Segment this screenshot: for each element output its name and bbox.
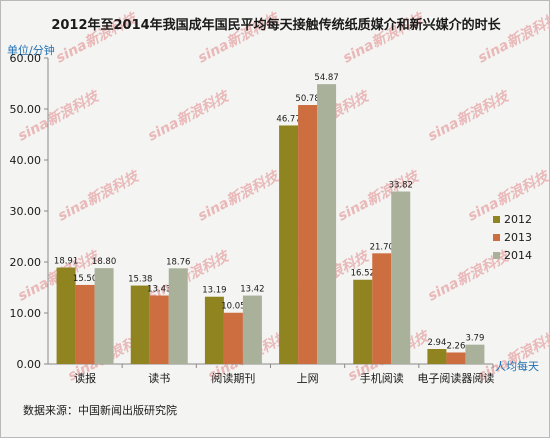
bar (298, 105, 318, 364)
legend-label: 2013 (504, 231, 532, 244)
bar (149, 295, 169, 364)
data-label: 2.94 (427, 338, 446, 348)
data-label: 13.42 (240, 285, 264, 295)
data-label: 50.78 (295, 94, 319, 104)
bar (317, 84, 337, 365)
data-label: 46.77 (276, 114, 300, 124)
bar (223, 312, 243, 364)
watermark-text: sina新浪科技 (195, 167, 283, 225)
bar (427, 349, 447, 364)
data-label: 54.87 (314, 73, 338, 83)
x-category-label: 读报 (74, 371, 96, 385)
bar (391, 191, 411, 364)
bar (75, 284, 95, 364)
y-tick-label: 0.00 (17, 358, 42, 371)
legend-label: 2012 (504, 213, 532, 226)
data-label: 15.50 (73, 274, 97, 284)
legend-label: 2014 (504, 249, 532, 262)
bar (56, 267, 76, 364)
data-label: 18.80 (92, 257, 116, 267)
y-axis-unit-label: 单位/分钟 (7, 43, 55, 57)
y-tick-label: 50.00 (10, 103, 42, 116)
data-label: 13.43 (147, 285, 171, 295)
chart-title: 2012年至2014年我国成年国民平均每天接触传统纸质媒介和新兴媒介的时长 (51, 17, 501, 33)
legend-swatch (493, 216, 500, 223)
x-axis-note: 人均每天 (495, 359, 539, 373)
data-label: 18.76 (166, 257, 190, 267)
bar (204, 296, 224, 364)
y-tick-label: 60.00 (10, 52, 42, 65)
watermark-text: sina新浪科技 (145, 87, 233, 145)
data-label: 13.19 (202, 286, 226, 296)
data-label: 16.52 (351, 269, 375, 279)
bar (465, 344, 485, 364)
x-category-label: 阅读期刊 (211, 371, 255, 385)
watermark-text: sina新浪科技 (425, 87, 513, 145)
bar (279, 125, 299, 365)
y-tick-label: 10.00 (10, 307, 42, 320)
data-label: 3.79 (465, 334, 484, 344)
bar (94, 268, 114, 364)
bar (353, 279, 373, 364)
bar (168, 268, 188, 364)
data-label: 18.91 (54, 257, 78, 267)
x-category-label: 电子阅读器阅读 (417, 371, 494, 385)
y-tick-label: 40.00 (10, 154, 42, 167)
y-tick-label: 20.00 (10, 256, 42, 269)
data-label: 21.70 (370, 242, 394, 252)
plot-area: 0.00 10.00 20.00 30.00 40.00 50.00 60.00 读报 18.9… (10, 52, 533, 385)
bar (372, 253, 392, 364)
x-category-label: 手机阅读 (360, 371, 404, 385)
legend-swatch (493, 234, 500, 241)
x-category-label: 上网 (297, 372, 319, 385)
y-tick-label: 30.00 (10, 205, 42, 218)
data-label: 33.82 (389, 181, 413, 191)
legend-swatch (493, 252, 500, 259)
data-label: 15.38 (128, 275, 152, 285)
x-category-label: 读书 (148, 371, 170, 385)
bar (446, 352, 466, 364)
bar (130, 285, 150, 364)
data-label: 10.05 (221, 302, 245, 312)
watermark-text: sina新浪科技 (55, 167, 143, 225)
bar (242, 295, 262, 364)
data-label: 2.26 (446, 341, 465, 351)
source-note: 数据来源：中国新闻出版研究院 (23, 403, 177, 417)
